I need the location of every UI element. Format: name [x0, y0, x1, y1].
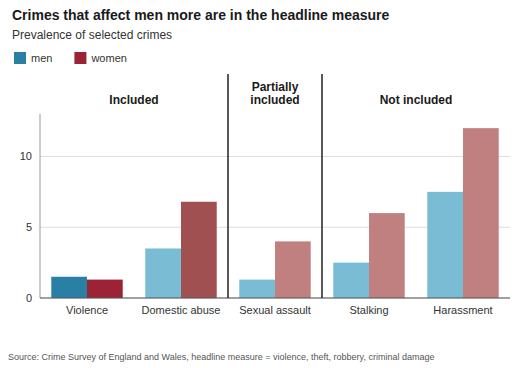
- sections: Included Partiallyincluded Not included: [109, 74, 452, 298]
- x-tick-label: Stalking: [349, 304, 388, 316]
- bar: [369, 213, 405, 298]
- section-label: Not included: [380, 93, 453, 107]
- legend-swatch: [14, 52, 26, 64]
- bar: [275, 241, 311, 298]
- bar: [427, 192, 463, 298]
- bar: [181, 202, 217, 298]
- legend-swatch: [74, 52, 86, 64]
- bar: [463, 128, 499, 298]
- bar: [51, 277, 87, 298]
- source: Source: Crime Survey of England and Wale…: [8, 352, 434, 362]
- section-divider: [321, 74, 323, 298]
- legend-label: men: [31, 52, 52, 64]
- section-label: Partiallyincluded: [250, 80, 299, 107]
- chart-container: Crimes that affect men more are in the h…: [0, 0, 523, 368]
- title: Crimes that affect men more are in the h…: [12, 7, 390, 23]
- bars: [51, 128, 498, 298]
- section-label: Included: [109, 93, 158, 107]
- y-tick-label: 10: [20, 150, 32, 162]
- section-divider: [227, 74, 229, 298]
- y-tick-label: 0: [26, 292, 32, 304]
- y-axis-line: [40, 114, 41, 298]
- x-tick-label: Domestic abuse: [142, 304, 221, 316]
- bar: [87, 280, 123, 298]
- x-tick-label: Sexual assault: [239, 304, 311, 316]
- x-tick-label: Violence: [66, 304, 108, 316]
- x-tick-label: Harassment: [433, 304, 492, 316]
- y-tick-label: 5: [26, 221, 32, 233]
- subtitle: Prevalence of selected crimes: [12, 28, 172, 42]
- grid-line: [40, 298, 510, 299]
- chart: Crimes that affect men more are in the h…: [0, 0, 523, 368]
- legend: men women: [14, 52, 127, 64]
- x-axis-line: [40, 298, 510, 299]
- bar: [333, 263, 369, 298]
- grid-line: [40, 156, 510, 157]
- bar: [239, 280, 275, 298]
- legend-label: women: [90, 52, 126, 64]
- grid: [40, 156, 510, 298]
- bar: [145, 248, 181, 298]
